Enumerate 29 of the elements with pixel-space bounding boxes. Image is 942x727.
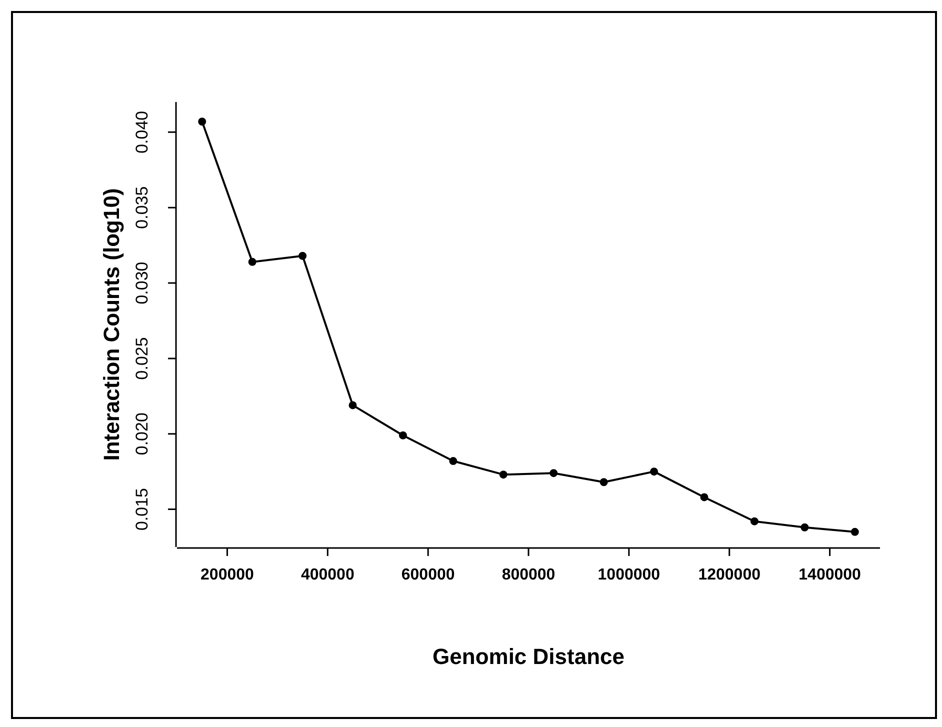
point	[700, 493, 708, 502]
y-tick-label: 0.025	[132, 337, 152, 380]
x-tick-label: 600000	[401, 566, 455, 584]
point	[298, 252, 307, 260]
y-tick-label: 0.030	[132, 262, 152, 304]
x-tick-label: 1200000	[698, 566, 761, 584]
point	[650, 468, 658, 476]
point	[248, 258, 256, 266]
y-tick-label: 0.035	[132, 186, 152, 229]
x-tick-label: 800000	[502, 566, 556, 584]
point	[750, 517, 758, 526]
x-tick-label: 400000	[300, 566, 354, 584]
point	[198, 118, 206, 126]
x-tick-label: 200000	[200, 566, 254, 584]
y-tick-label: 0.015	[132, 488, 152, 531]
x-tick-label: 1400000	[798, 566, 862, 584]
point	[499, 470, 508, 479]
point	[550, 469, 558, 478]
point	[600, 478, 608, 486]
y-tick-label: 0.020	[132, 412, 152, 456]
y-tick-label: 0.040	[132, 110, 152, 154]
point	[449, 457, 458, 466]
y-axis-title: Interaction Counts (log10)	[99, 188, 124, 461]
point	[850, 528, 859, 536]
point	[348, 401, 357, 410]
x-tick-label: 1000000	[598, 566, 660, 584]
point	[398, 431, 407, 440]
point	[800, 523, 809, 532]
x-axis-title: Genomic Distance	[432, 644, 624, 670]
